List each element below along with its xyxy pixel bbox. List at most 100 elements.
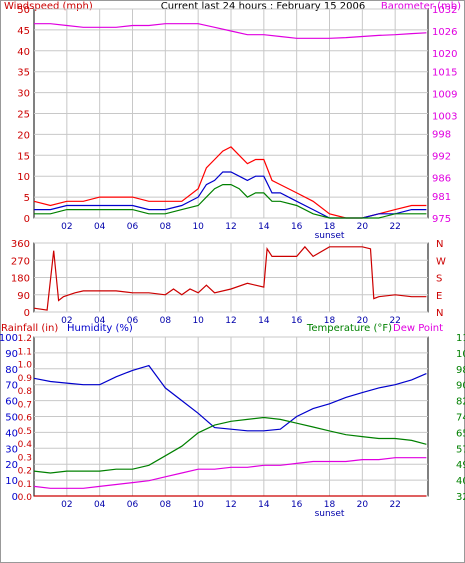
x-tick-label: 10 <box>192 316 204 326</box>
temp-tick-label: 74 <box>456 413 465 424</box>
y-tick-label: 30 <box>17 89 30 100</box>
y-tick-label: 20 <box>17 130 30 141</box>
y-axis-title-dewpoint: Dew Point <box>393 323 443 334</box>
y2-tick-label: 1026 <box>432 27 457 38</box>
y2-tick-label: 992 <box>432 152 451 163</box>
climate-series-line-1 <box>33 416 427 474</box>
compass-tick-label: W <box>436 256 446 267</box>
x-tick-label: 22 <box>389 316 400 326</box>
rain-tick-label: 0.1 <box>18 480 32 490</box>
compass-tick-label: E <box>436 291 442 302</box>
humidity-tick-label: 60 <box>5 397 18 408</box>
rain-tick-label: 0.8 <box>18 387 33 397</box>
x-tick-label: 20 <box>357 500 369 510</box>
climate-series-line-0 <box>33 364 427 432</box>
direction-tick-label: 360 <box>11 239 30 250</box>
y-tick-label: 45 <box>17 26 30 37</box>
temp-tick-label: 32 <box>456 492 465 503</box>
x-tick-label: 16 <box>291 222 303 232</box>
y-axis-title-barometer: Barometer (mb) <box>381 1 461 12</box>
temp-tick-label: 90 <box>456 381 465 392</box>
temp-tick-label: 82 <box>456 397 465 408</box>
x-tick-label: 06 <box>127 316 139 326</box>
y2-tick-label: 981 <box>432 192 451 203</box>
rain-tick-label: 0.5 <box>18 427 32 437</box>
temp-tick-label: 49 <box>456 460 465 471</box>
rain-tick-label: 0.2 <box>18 467 32 477</box>
temp-tick-label: 98 <box>456 365 465 376</box>
direction-tick-label: 180 <box>11 274 30 285</box>
x-tick-label: 14 <box>258 500 270 510</box>
y2-tick-label: 1009 <box>432 89 457 100</box>
x-tick-label: 10 <box>192 500 204 510</box>
y-tick-label: 0 <box>24 214 30 225</box>
rain-tick-label: 1.1 <box>18 347 32 357</box>
rain-tick-label: 0.9 <box>18 374 33 384</box>
x-tick-label: 16 <box>291 500 303 510</box>
y-axis-title-temperature: Temperature (°F) <box>306 323 392 334</box>
x-tick-label: 22 <box>389 500 400 510</box>
rain-tick-label: 0.4 <box>18 440 33 450</box>
y2-tick-label: 986 <box>432 174 451 185</box>
rain-tick-label: 0.7 <box>18 400 32 410</box>
rain-tick-label: 1.0 <box>18 361 33 371</box>
rain-tick-label: 0.0 <box>18 493 33 503</box>
direction-tick-label: 0 <box>24 308 30 319</box>
x-tick-label: 18 <box>324 222 336 232</box>
y2-tick-label: 1003 <box>432 111 457 122</box>
x-tick-label: 02 <box>61 316 72 326</box>
x-tick-label: 02 <box>61 222 72 232</box>
x-tick-label: 08 <box>160 316 172 326</box>
temp-tick-label: 115 <box>456 333 465 344</box>
x-annotation: sunset <box>315 231 345 241</box>
humidity-tick-label: 100 <box>0 333 18 344</box>
chart-title: Current last 24 hours : February 15 2006 <box>161 1 366 12</box>
rain-tick-label: 1.2 <box>18 334 32 344</box>
temp-tick-label: 107 <box>456 349 465 360</box>
y-tick-label: 5 <box>24 193 30 204</box>
y-tick-label: 35 <box>17 68 30 79</box>
y2-tick-label: 998 <box>432 130 451 141</box>
y2-tick-label: 1020 <box>432 49 457 60</box>
x-tick-label: 18 <box>324 316 336 326</box>
humidity-tick-label: 0 <box>12 492 18 503</box>
rain-tick-label: 0.3 <box>18 453 32 463</box>
direction-tick-label: 90 <box>17 291 30 302</box>
humidity-tick-label: 20 <box>5 460 18 471</box>
compass-tick-label: S <box>436 274 442 285</box>
x-tick-label: 16 <box>291 316 303 326</box>
humidity-tick-label: 70 <box>5 381 18 392</box>
x-tick-label: 12 <box>225 316 236 326</box>
x-tick-label: 04 <box>94 500 106 510</box>
direction-tick-label: 270 <box>11 256 30 267</box>
climate-series-line-2 <box>33 457 427 489</box>
y2-tick-label: 1015 <box>432 67 457 78</box>
x-tick-label: 14 <box>258 316 270 326</box>
humidity-tick-label: 30 <box>5 444 18 455</box>
x-tick-label: 12 <box>225 222 236 232</box>
temp-tick-label: 40 <box>456 476 465 487</box>
x-tick-label: 02 <box>61 500 72 510</box>
wind-series-line-2 <box>34 184 427 219</box>
temp-tick-label: 65 <box>456 428 465 439</box>
y-axis-title-humidity: Humidity (%) <box>67 323 133 334</box>
direction-series-line-0 <box>33 245 427 311</box>
y2-tick-label: 1032 <box>432 5 457 16</box>
y-tick-label: 40 <box>17 47 30 58</box>
rain-tick-label: 0.6 <box>18 414 33 424</box>
y-tick-label: 15 <box>17 151 30 162</box>
wind-series-line-3 <box>34 23 427 39</box>
y-tick-label: 25 <box>17 110 30 121</box>
x-annotation: sunset <box>315 509 345 519</box>
x-tick-label: 06 <box>127 222 139 232</box>
y2-tick-label: 975 <box>432 214 451 225</box>
x-tick-label: 12 <box>225 500 236 510</box>
x-tick-label: 20 <box>357 316 369 326</box>
x-tick-label: 08 <box>160 222 172 232</box>
x-tick-label: 08 <box>160 500 172 510</box>
x-tick-label: 10 <box>192 222 204 232</box>
temp-tick-label: 57 <box>456 444 465 455</box>
humidity-tick-label: 40 <box>5 428 18 439</box>
x-tick-label: 04 <box>94 222 106 232</box>
humidity-tick-label: 10 <box>5 476 18 487</box>
